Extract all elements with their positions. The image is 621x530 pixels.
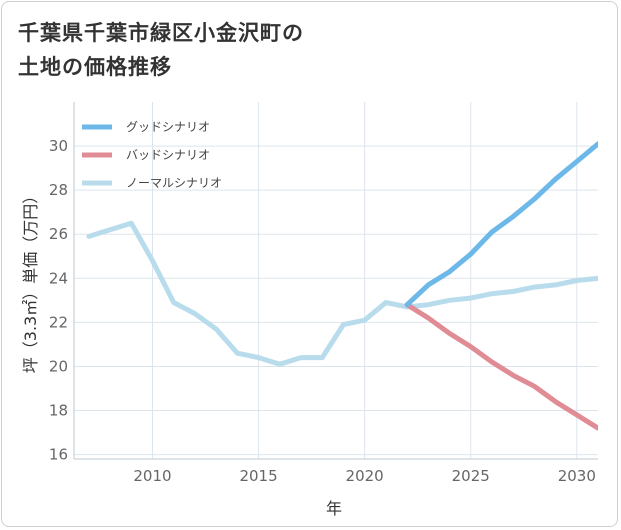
y-tick-label-18: 18 (49, 402, 68, 420)
x-tick-label-2020: 2020 (346, 467, 384, 485)
y-tick-label-22: 22 (49, 313, 68, 331)
plot-area (86, 141, 598, 431)
x-tick-label-2030: 2030 (558, 467, 596, 485)
legend-label-2: ノーマルシナリオ (126, 176, 222, 190)
y-tick-label-28: 28 (49, 181, 68, 199)
series-line-1 (404, 302, 598, 431)
legend-label-1: バッドシナリオ (126, 148, 210, 162)
x-axis-title: 年 (326, 499, 342, 518)
axes: 2010 2015 2020 2025 2030 16 18 20 22 24 26 28 30 年 坪（3… (21, 102, 598, 518)
y-axis-title: 坪（3.3㎡）単価（万円） (21, 188, 40, 373)
legend-label-0: グッドシナリオ (126, 120, 210, 134)
y-tick-label-16: 16 (49, 446, 68, 464)
x-tick-label-2025: 2025 (452, 467, 490, 485)
x-tick-label-2010: 2010 (133, 467, 171, 485)
y-tick-label-24: 24 (49, 269, 68, 287)
grid-lines (74, 102, 598, 459)
y-tick-label-26: 26 (49, 225, 68, 243)
chart-title-line-2: 土地の価格推移 (18, 55, 172, 79)
y-tick-label-30: 30 (49, 137, 68, 155)
series-line-0 (404, 141, 598, 308)
chart-title: 千葉県千葉市緑区小金沢町の 土地の価格推移 (18, 16, 304, 84)
x-tick-label-2015: 2015 (239, 467, 277, 485)
y-tick-label-20: 20 (49, 357, 68, 375)
chart-title-line-1: 千葉県千葉市緑区小金沢町の (18, 21, 304, 45)
series-line-2 (86, 220, 598, 367)
